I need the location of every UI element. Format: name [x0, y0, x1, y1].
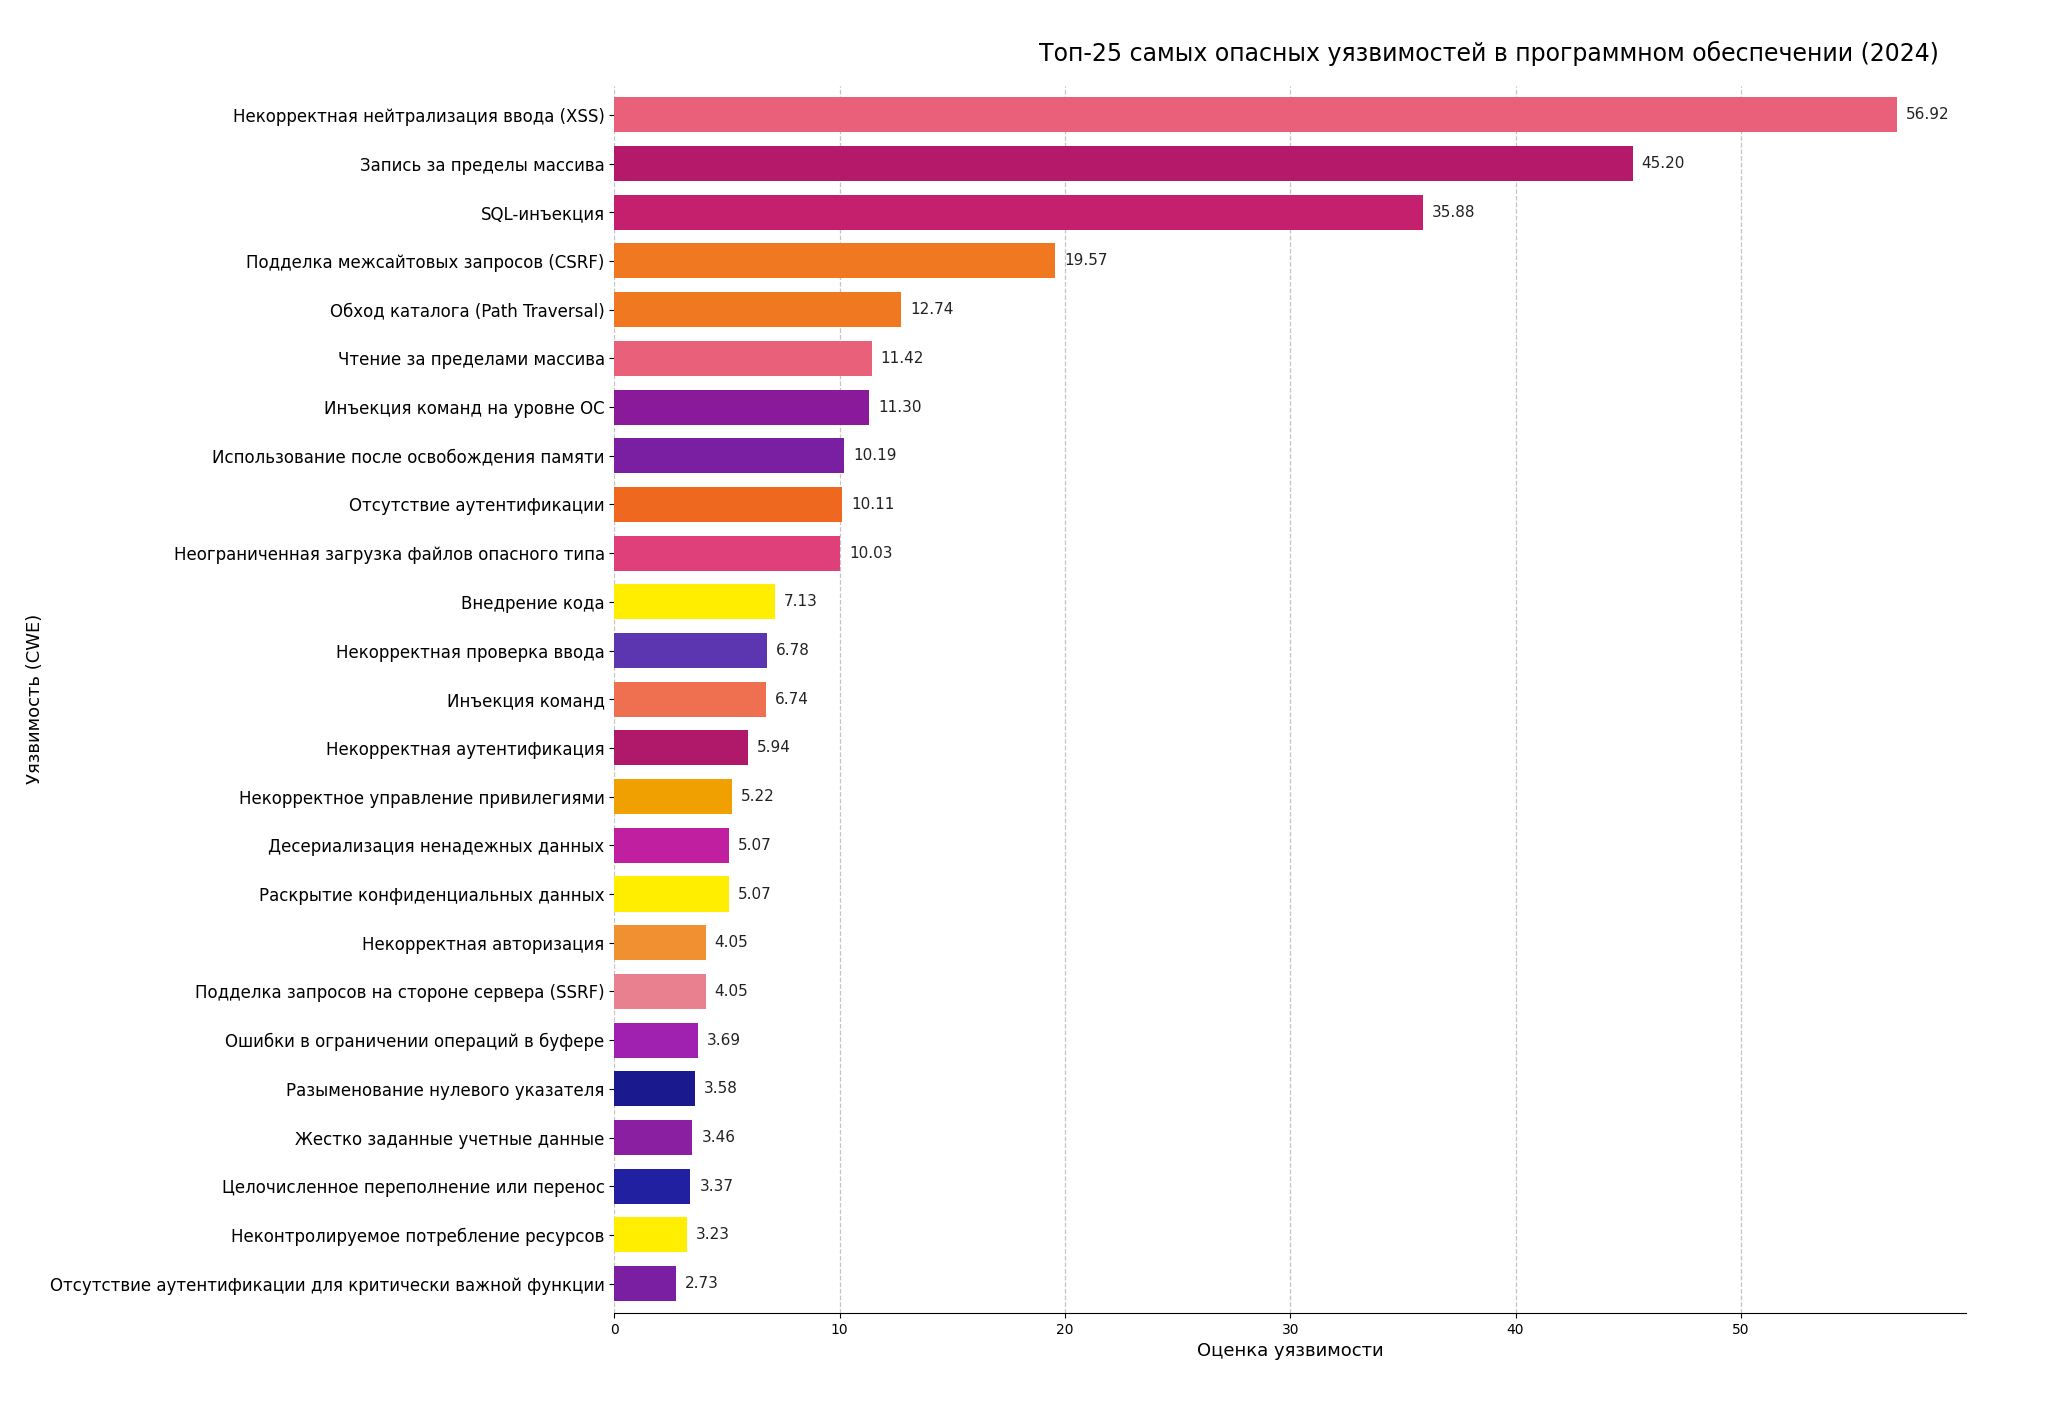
Bar — [614, 1023, 698, 1057]
Text: 56.92: 56.92 — [1907, 107, 1950, 123]
Text: 10.19: 10.19 — [852, 448, 897, 464]
Text: 7.13: 7.13 — [784, 594, 817, 609]
Bar — [614, 731, 748, 765]
Text: 12.74: 12.74 — [911, 303, 954, 317]
Text: 5.94: 5.94 — [758, 741, 791, 755]
Bar — [614, 1266, 676, 1301]
Text: 3.46: 3.46 — [700, 1130, 735, 1144]
Bar — [614, 1120, 692, 1154]
Text: 6.74: 6.74 — [776, 692, 809, 706]
Text: 6.78: 6.78 — [776, 644, 811, 658]
Text: 3.23: 3.23 — [696, 1227, 731, 1243]
Bar — [614, 1169, 690, 1204]
Text: 3.58: 3.58 — [705, 1082, 737, 1096]
Bar — [614, 779, 731, 815]
Text: 45.20: 45.20 — [1642, 156, 1686, 171]
Bar — [614, 634, 768, 668]
Text: 10.03: 10.03 — [850, 545, 893, 561]
Text: 5.22: 5.22 — [741, 789, 774, 805]
Bar — [614, 341, 872, 375]
Text: 11.42: 11.42 — [881, 351, 924, 365]
Bar — [614, 293, 901, 327]
Bar — [614, 438, 844, 474]
Bar — [614, 584, 774, 619]
Bar — [614, 194, 1423, 230]
Y-axis label: Уязвимость (CWE): Уязвимость (CWE) — [27, 614, 45, 785]
Text: 19.57: 19.57 — [1065, 254, 1108, 268]
Bar — [614, 535, 840, 571]
Text: 4.05: 4.05 — [715, 935, 748, 950]
Bar — [614, 876, 729, 912]
Bar — [614, 244, 1055, 278]
Bar — [614, 487, 842, 522]
Bar — [614, 925, 707, 960]
Text: 10.11: 10.11 — [852, 497, 895, 512]
Bar — [614, 973, 707, 1009]
Bar — [614, 390, 868, 425]
Text: 35.88: 35.88 — [1432, 204, 1475, 220]
Bar — [614, 1217, 688, 1253]
X-axis label: Оценка уязвимости: Оценка уязвимости — [1196, 1343, 1384, 1360]
Bar — [614, 97, 1896, 133]
Text: 5.07: 5.07 — [737, 838, 772, 853]
Text: 11.30: 11.30 — [879, 400, 922, 414]
Bar — [614, 1072, 694, 1106]
Text: 2.73: 2.73 — [684, 1276, 719, 1291]
Text: Топ-25 самых опасных уязвимостей в программном обеспечении (2024): Топ-25 самых опасных уязвимостей в прогр… — [1038, 40, 1939, 66]
Text: 3.69: 3.69 — [707, 1033, 741, 1047]
Text: 3.37: 3.37 — [698, 1179, 733, 1194]
Text: 5.07: 5.07 — [737, 886, 772, 902]
Bar — [614, 146, 1632, 181]
Text: 4.05: 4.05 — [715, 985, 748, 999]
Bar — [614, 682, 766, 716]
Bar — [614, 828, 729, 863]
